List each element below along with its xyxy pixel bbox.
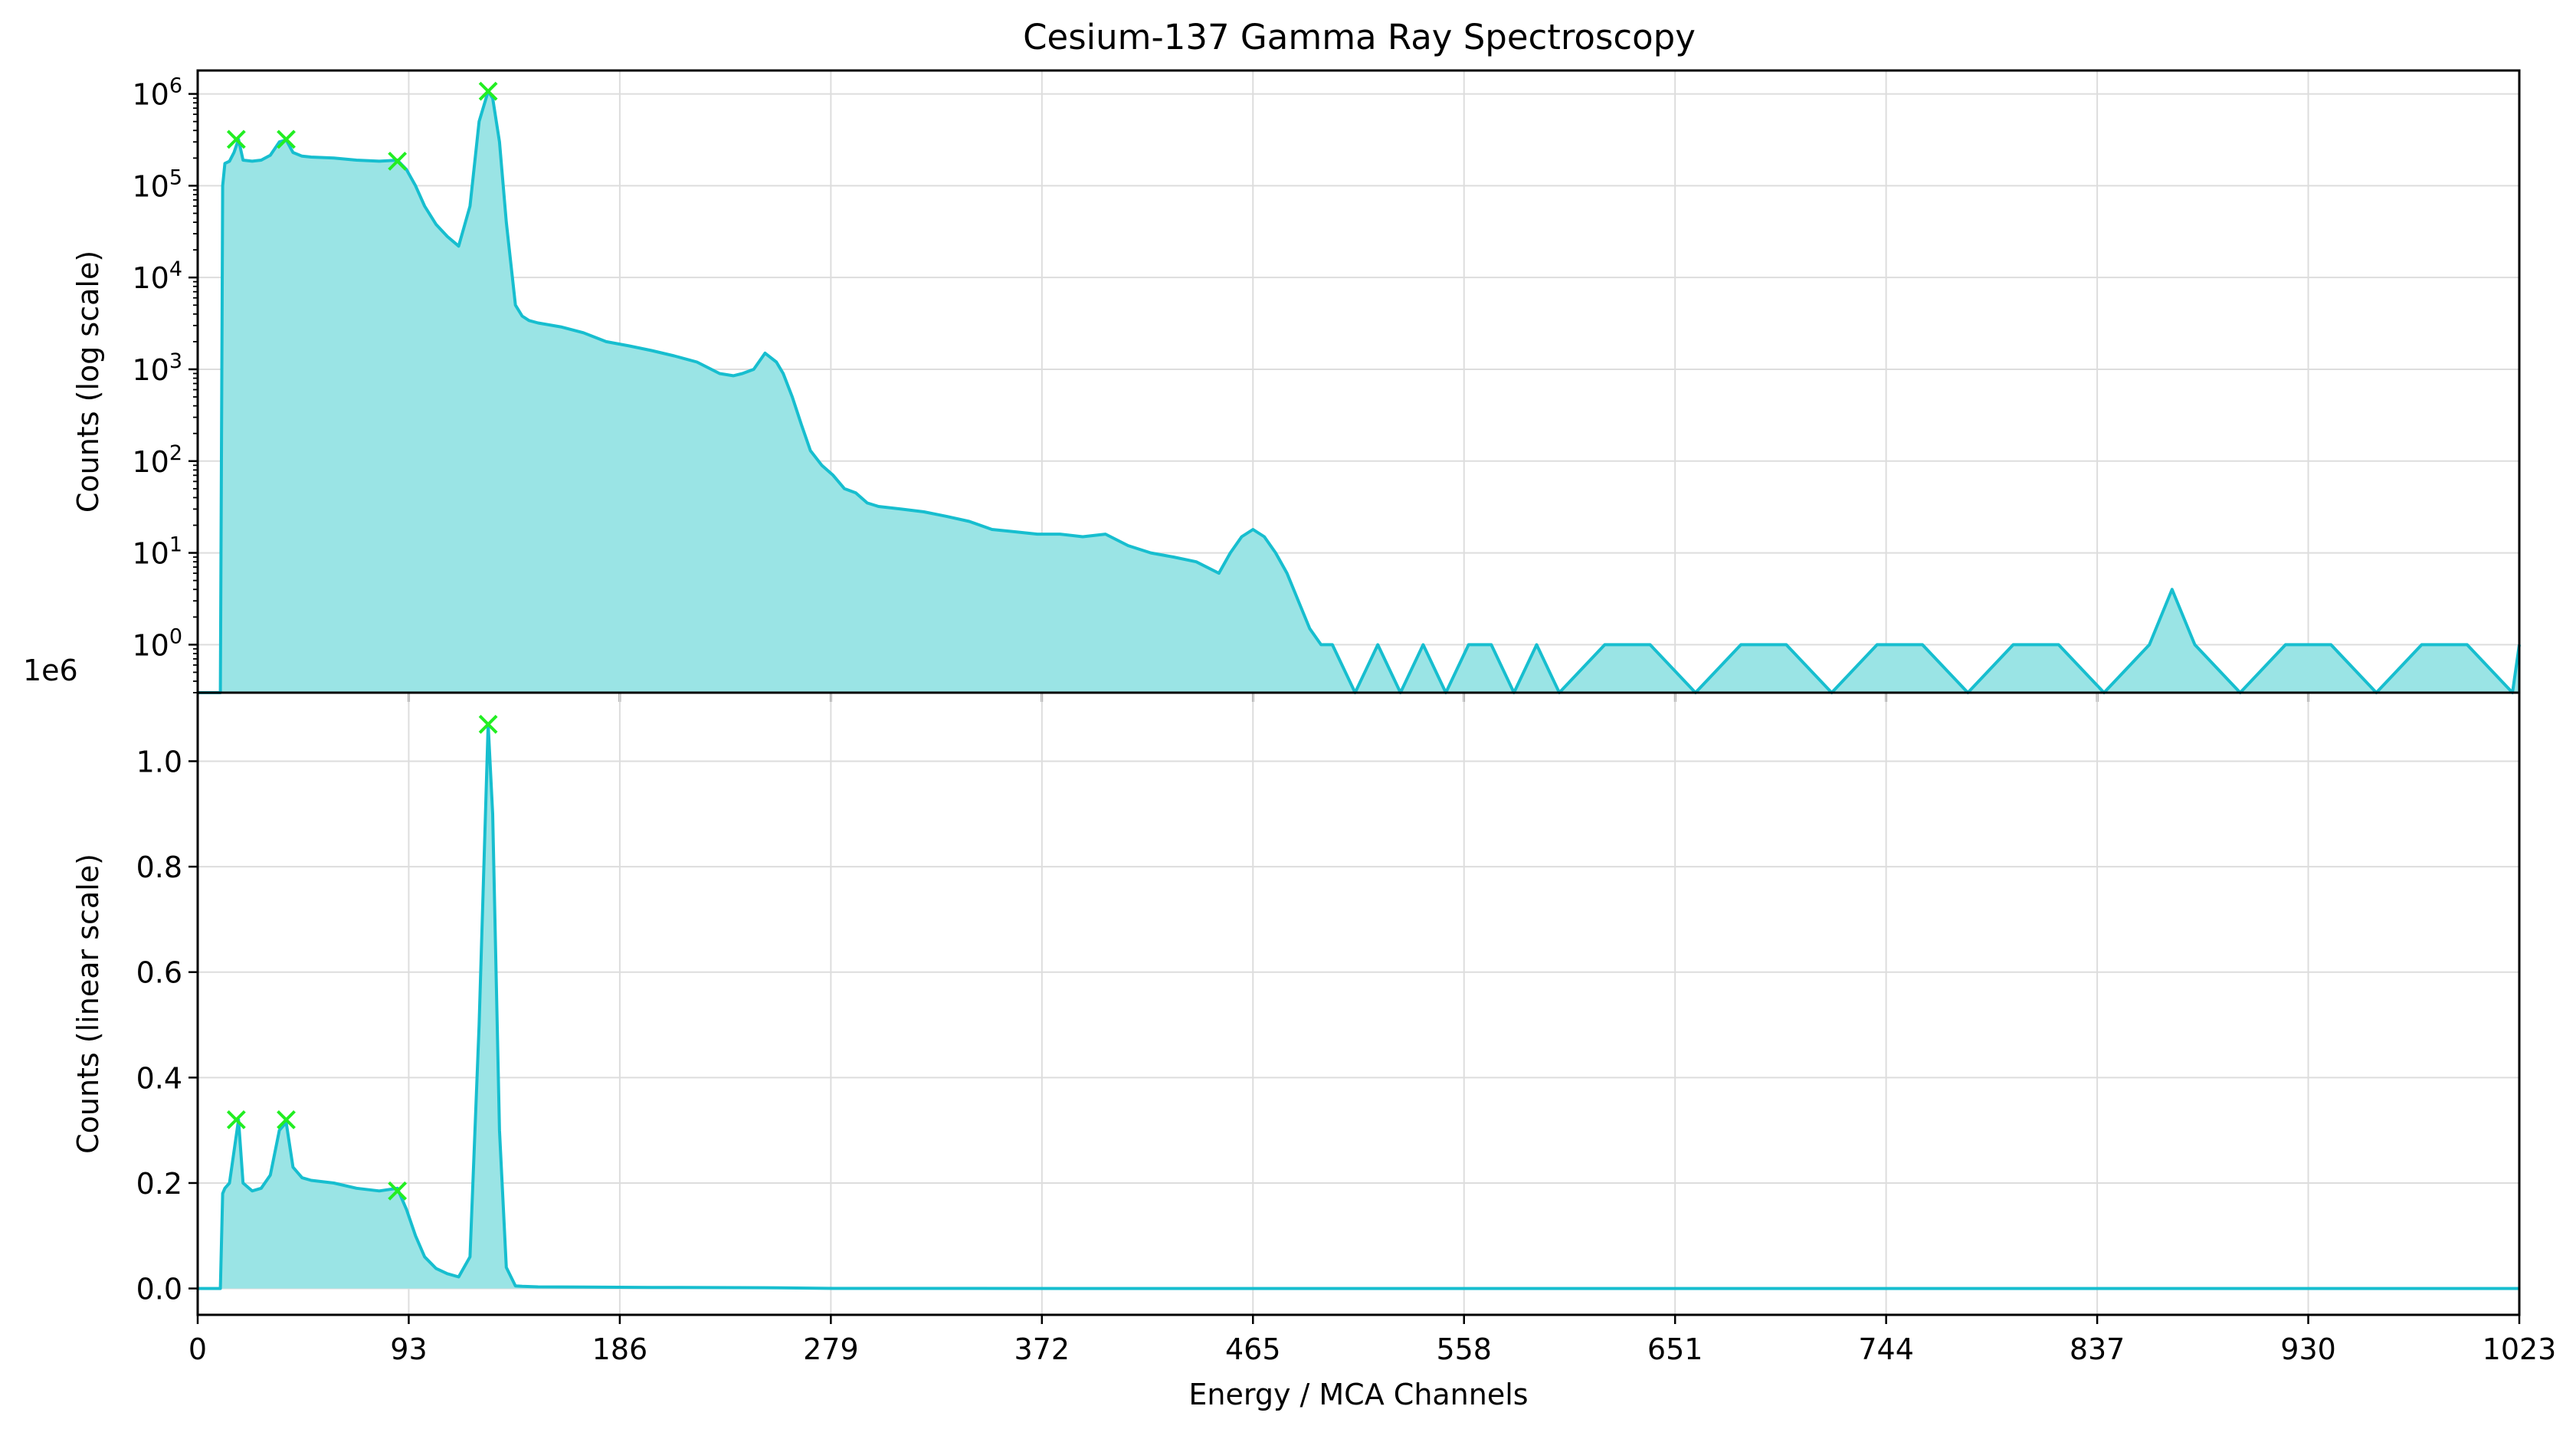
x-tick-label: 279 (803, 1332, 859, 1366)
x-axis-label: Energy / MCA Channels (1188, 1378, 1528, 1411)
spectrum-line (198, 723, 2519, 1290)
top-x-ticks (196, 693, 2521, 702)
x-tick-label: 93 (390, 1332, 427, 1366)
y-tick-label: 104 (132, 257, 182, 295)
peak-marker (478, 81, 498, 101)
x-tick-label: 651 (1647, 1332, 1703, 1366)
bottom-y-ticks: 0.0 0.2 0.4 0.6 0.8 1.0 (136, 745, 198, 1306)
bottom-spectrum-plot (198, 714, 2519, 1290)
bottom-x-ticks: 0 93 186 279 372 465 558 651 744 837 930 1023 (188, 1315, 2556, 1366)
x-tick-label: 744 (1858, 1332, 1914, 1366)
peak-marker (277, 1109, 296, 1129)
peak-marker (277, 129, 296, 149)
chart-title: Cesium-137 Gamma Ray Spectroscopy (1023, 17, 1696, 57)
x-tick-label: 186 (592, 1332, 648, 1366)
y-tick-label: 102 (132, 441, 182, 479)
bottom-grid (197, 693, 2520, 1315)
y-tick-label: 0.8 (136, 851, 182, 884)
bottom-axes-frame (196, 691, 2521, 1316)
top-spectrum-plot (198, 81, 2521, 694)
log-scale-panel: 100 101 102 103 104 105 106 Counts (log scale) (71, 69, 2521, 702)
peak-marker (226, 1109, 246, 1129)
y-tick-label: 0.0 (136, 1273, 182, 1306)
x-tick-label: 558 (1436, 1332, 1492, 1366)
y-tick-label: 1.0 (136, 745, 182, 778)
x-tick-label: 837 (2070, 1332, 2125, 1366)
x-tick-label: 465 (1225, 1332, 1281, 1366)
y-tick-label: 101 (132, 533, 182, 571)
peak-marker (388, 151, 408, 171)
y-tick-label: 103 (132, 349, 182, 387)
spectrum-area (198, 91, 2519, 693)
x-tick-label: 0 (188, 1332, 207, 1366)
y-tick-label: 100 (132, 624, 182, 662)
y-tick-label: 0.2 (136, 1167, 182, 1201)
top-y-axis-label: Counts (log scale) (71, 251, 105, 513)
bottom-y-axis-label: Counts (linear scale) (71, 854, 105, 1154)
y-tick-label: 0.4 (136, 1061, 182, 1095)
top-y-ticks: 100 101 102 103 104 105 106 (132, 74, 198, 693)
y-tick-label: 106 (132, 74, 182, 112)
peak-marker (226, 129, 246, 149)
peak-marker (388, 1181, 408, 1201)
x-tick-label: 930 (2280, 1332, 2336, 1366)
x-tick-label: 1023 (2483, 1332, 2557, 1366)
peak-marker (478, 714, 498, 734)
spectrum-area (198, 724, 2519, 1289)
x-tick-label: 372 (1014, 1332, 1070, 1366)
y-tick-label: 0.6 (136, 956, 182, 990)
y-offset-text: 1e6 (23, 654, 78, 687)
linear-scale-panel: 0.0 0.2 0.4 0.6 0.8 1.0 0 93 186 279 372 465 558 651… (23, 654, 2556, 1411)
y-tick-label: 105 (132, 166, 182, 203)
